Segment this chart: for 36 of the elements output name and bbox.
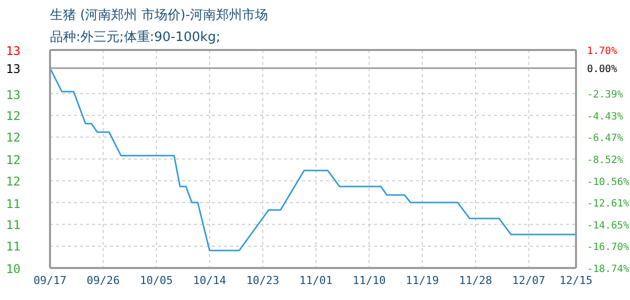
- line-series: [50, 67, 576, 252]
- x-tick-label: 10/14: [193, 274, 226, 287]
- y2-tick-label: 1.70%: [587, 46, 618, 57]
- chart-subtitle: 品种:外三元;体重:90-100kg;: [50, 29, 220, 46]
- y-tick-label: 11: [6, 240, 20, 254]
- x-tick-label: 11/19: [406, 274, 439, 287]
- y2-tick-label: -4.43%: [587, 111, 624, 122]
- y2-tick-label: -10.56%: [587, 176, 630, 188]
- x-tick-label: 10/05: [140, 274, 173, 287]
- x-tick-label: 10/23: [246, 274, 280, 287]
- x-tick-label: 11/01: [299, 274, 333, 287]
- y-tick-label: 10: [6, 262, 20, 276]
- y2-tick-label: -2.39%: [587, 90, 624, 101]
- y-tick-label: 11: [6, 218, 20, 232]
- y2-tick-label: -18.74%: [587, 264, 630, 275]
- y2-tick-label: -6.47%: [587, 133, 624, 144]
- y2-tick-label: -12.61%: [587, 198, 630, 210]
- y2-tick-label: -16.70%: [587, 242, 630, 254]
- x-tick-label: 09/17: [33, 274, 67, 287]
- y-tick-label: 13: [6, 88, 20, 102]
- x-tick-label: 11/28: [458, 274, 492, 287]
- chart-title: 生猪 (河南郑州 市场价)-河南郑州市场: [50, 7, 268, 24]
- y-tick-label: 12: [6, 130, 20, 145]
- x-tick-label: 12/15: [559, 274, 593, 287]
- y2-tick-label: 0.00%: [587, 64, 618, 76]
- y2-tick-label: -8.52%: [587, 155, 624, 166]
- y-tick-label: 12: [6, 153, 20, 167]
- y-tick-label: 12: [6, 174, 20, 188]
- y-tick-label: 13: [6, 62, 20, 76]
- x-tick-label: 11/10: [352, 274, 386, 287]
- y-tick-label: 13: [6, 44, 20, 58]
- y-tick-label: 12: [6, 109, 20, 124]
- y-tick-label: 11: [6, 196, 20, 211]
- y2-tick-label: -14.65%: [587, 220, 630, 232]
- x-tick-label: 12/07: [512, 274, 546, 287]
- x-tick-label: 09/26: [86, 274, 120, 287]
